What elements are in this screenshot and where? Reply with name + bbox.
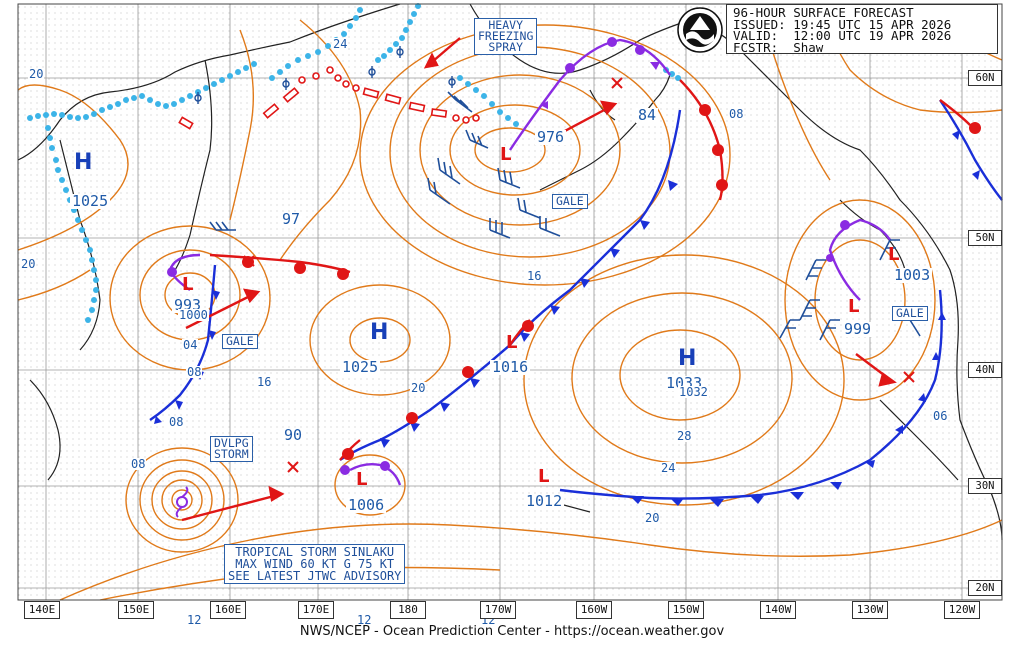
isobar-label: 24: [660, 461, 677, 475]
pressure-high-west: 1025: [70, 192, 111, 210]
storm-track-arrows: [181, 37, 897, 522]
tropical-storm-icon: [175, 486, 189, 518]
high-marker-east: H: [678, 346, 697, 371]
longitude-label: 180: [390, 601, 426, 619]
occluded-symbols: [167, 37, 850, 475]
developing-storm-label: DVLPG STORM: [210, 436, 253, 462]
longitude-label: 150E: [118, 601, 154, 619]
longitude-label: 160W: [576, 601, 612, 619]
header-valid: VALID: 12:00 UTC 19 APR 2026: [733, 28, 952, 43]
tropical-storm-label: TROPICAL STORM SINLAKU MAX WIND 60 KT G …: [224, 544, 406, 584]
isobar-label: 20: [410, 381, 427, 395]
latitude-label: 30N: [968, 478, 1002, 494]
high-marker-west: H: [74, 150, 93, 175]
cold-front-triangles: [154, 130, 980, 507]
pressure-low-south: 1012: [524, 492, 565, 510]
gale-label: GALE: [892, 306, 928, 321]
svg-text:L: L: [506, 332, 517, 353]
isobar-label: 12: [186, 613, 203, 627]
isobar-label: 16: [526, 269, 543, 283]
heavy-freezing-spray-label: HEAVY FREEZING SPRAY: [474, 18, 538, 55]
isobar-label: 06: [932, 409, 949, 423]
isobar-label: 20: [28, 67, 45, 81]
gale-label: GALE: [552, 194, 588, 209]
footer-credit: NWS/NCEP - Ocean Prediction Center - htt…: [299, 624, 725, 639]
pressure-low-alaska-2: 84: [636, 106, 659, 124]
isobar-label: 08: [168, 415, 185, 429]
svg-text:L: L: [356, 469, 367, 490]
freezing-spray-zone: [178, 66, 480, 130]
svg-text:L: L: [500, 144, 511, 165]
pressure-low-east-1: 1003: [892, 266, 933, 284]
isobar-label: 28: [676, 429, 693, 443]
forecast-header: 96-HOUR SURFACE FORECAST ISSUED: 19:45 U…: [726, 4, 998, 54]
header-forecaster: FCSTR: Shaw: [733, 39, 824, 55]
pressure-low-southwest: 1006: [346, 496, 387, 514]
isobar-label: 20: [644, 511, 661, 525]
high-marker-central-west: H: [370, 320, 389, 345]
noaa-logo: [676, 6, 724, 54]
svg-text:L: L: [182, 274, 193, 295]
pressure-low-west-sub: 1000: [178, 308, 209, 322]
chart-frame: [17, 3, 1003, 601]
longitude-label: 140E: [24, 601, 60, 619]
isobar-label: 12: [356, 613, 373, 627]
pressure-value-90: 90: [282, 426, 305, 444]
header-issued: ISSUED: 19:45 UTC 15 APR 2026: [733, 16, 952, 32]
pressure-low-east-2: 999: [842, 320, 874, 338]
isobar-label: 08: [130, 457, 147, 471]
x-markers: [243, 77, 915, 473]
latitude-label: 50N: [968, 230, 1002, 246]
pressure-value-97: 97: [280, 210, 303, 228]
isobar-label: 08: [186, 365, 203, 379]
pressure-high-east: 1032: [678, 385, 709, 399]
latitude-label: 60N: [968, 70, 1002, 86]
wind-barbs: [209, 91, 921, 341]
isobar-label: 04: [182, 338, 199, 352]
header-title: 96-HOUR SURFACE FORECAST: [733, 5, 914, 20]
svg-text:L: L: [538, 466, 549, 487]
low-markers: L L L L L L L: [182, 144, 899, 490]
latitude-label: 40N: [968, 362, 1002, 378]
longitude-label: 170W: [480, 601, 516, 619]
pressure-low-alaska: 976: [535, 128, 567, 146]
isobar-label: 08: [728, 107, 745, 121]
longitude-label: 130W: [852, 601, 888, 619]
isobar-label: 16: [256, 375, 273, 389]
pressure-high-central-west: 1025: [340, 358, 381, 376]
isobar-label: 24: [332, 37, 349, 51]
longitude-label: 170E: [298, 601, 334, 619]
pressure-low-central: 1016: [490, 358, 531, 376]
latitude-label: 20N: [968, 580, 1002, 596]
isobar-label: 20: [20, 257, 37, 271]
longitude-label: 160E: [210, 601, 246, 619]
svg-text:L: L: [848, 296, 859, 317]
longitude-label: 120W: [944, 601, 980, 619]
svg-text:L: L: [888, 244, 899, 265]
ice-accretion-symbols: [194, 46, 456, 104]
gale-label: GALE: [222, 334, 258, 349]
longitude-label: 140W: [760, 601, 796, 619]
longitude-label: 150W: [668, 601, 704, 619]
